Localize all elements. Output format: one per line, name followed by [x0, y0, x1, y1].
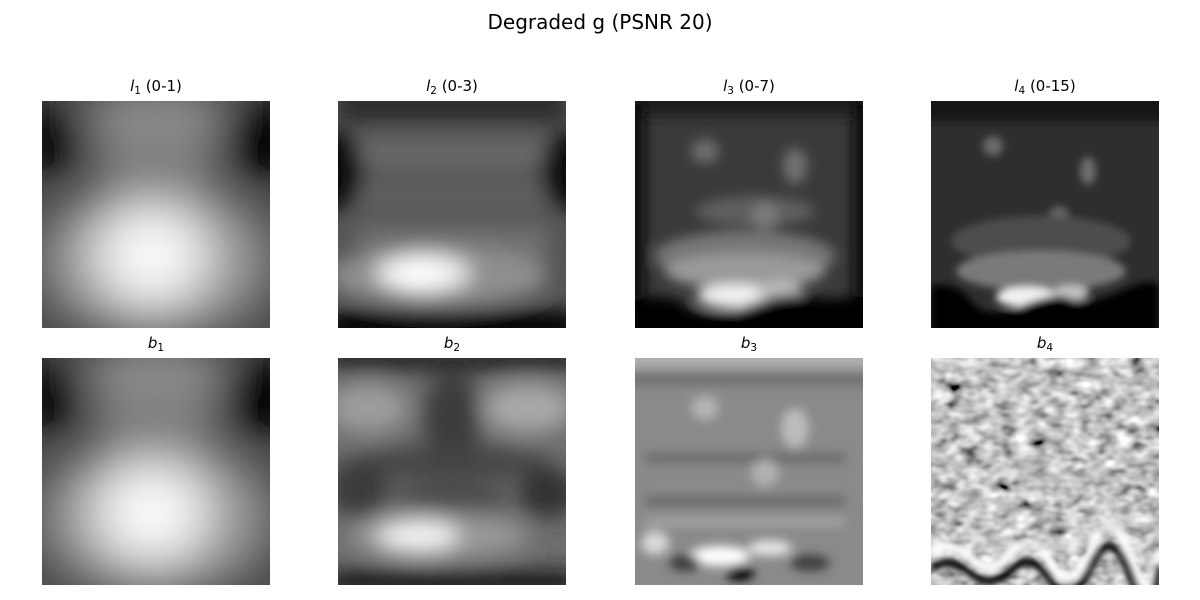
image-b1	[42, 358, 270, 585]
panel-title-b4: b4	[1036, 334, 1054, 354]
panel-title-l1: l1 (0-1)	[130, 77, 182, 97]
panel-title-l4: l4 (0-15)	[1014, 77, 1076, 97]
image-l1	[42, 101, 270, 328]
panel-title-b2: b2	[443, 334, 461, 354]
image-b2	[338, 358, 566, 585]
panel-title-l2: l2 (0-3)	[426, 77, 478, 97]
panel-title-b3: b3	[740, 334, 758, 354]
panel-title-l3: l3 (0-7)	[723, 77, 775, 97]
image-b3	[635, 358, 863, 585]
image-b4	[931, 358, 1159, 585]
panel-title-b1: b1	[147, 334, 165, 354]
figure-title: Degraded g (PSNR 20)	[487, 10, 713, 34]
image-l3	[635, 101, 863, 328]
image-l4	[931, 101, 1159, 328]
image-l2	[338, 101, 566, 328]
